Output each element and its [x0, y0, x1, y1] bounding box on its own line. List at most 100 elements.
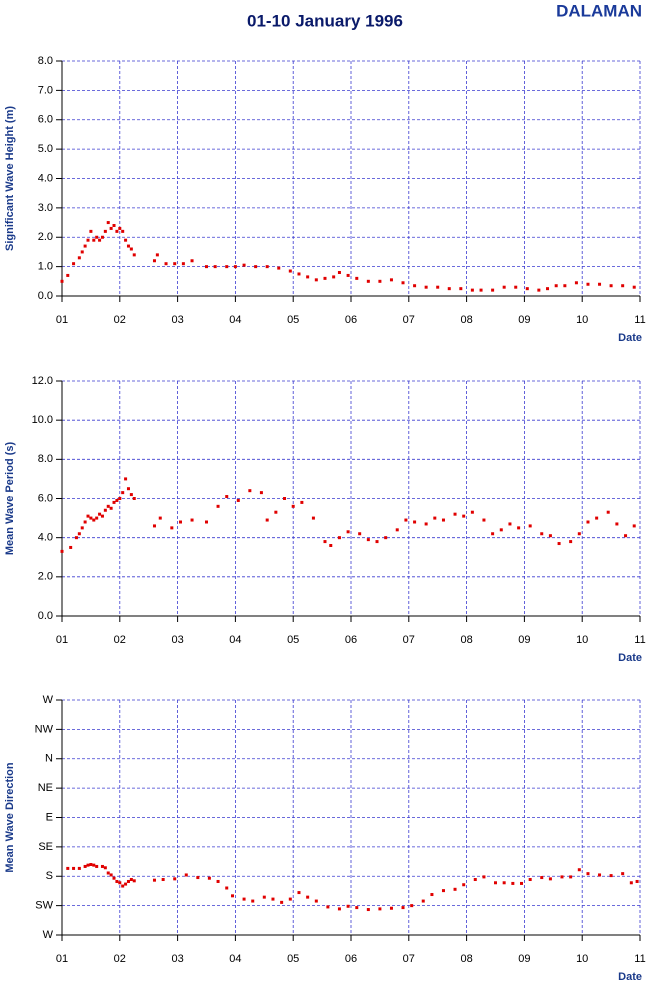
data-point [121, 229, 125, 233]
data-point [100, 235, 104, 239]
data-point [271, 897, 275, 901]
data-point [121, 491, 125, 495]
station-name: DALAMAN [556, 1, 642, 20]
data-point [280, 900, 284, 904]
y-tick-label: 6.0 [38, 492, 53, 504]
data-point [300, 500, 304, 504]
x-tick-label: 10 [576, 634, 588, 646]
data-point [126, 879, 130, 883]
data-point [389, 906, 393, 910]
data-point [112, 876, 116, 880]
y-tick-label: 2.0 [38, 571, 53, 583]
data-point [83, 244, 87, 248]
data-point [60, 279, 64, 283]
data-point [216, 504, 220, 508]
data-point [366, 908, 370, 912]
data-point [346, 273, 350, 277]
data-point [314, 278, 318, 282]
data-point [95, 864, 99, 868]
x-axis-label: Date [618, 971, 642, 983]
data-point [337, 907, 341, 911]
data-point [346, 530, 350, 534]
data-point [92, 518, 96, 522]
x-axis-label: Date [618, 332, 642, 344]
data-point [164, 262, 168, 266]
data-point [92, 238, 96, 242]
x-tick-label: 01 [56, 953, 68, 965]
data-point [265, 518, 269, 522]
data-point [225, 265, 229, 269]
data-point [537, 288, 541, 292]
data-point [274, 510, 278, 514]
data-point [121, 884, 125, 888]
data-point [297, 272, 301, 276]
x-tick-label: 08 [460, 634, 472, 646]
data-point [233, 265, 237, 269]
data-point [413, 520, 417, 524]
data-point [378, 279, 382, 283]
data-point [126, 244, 130, 248]
data-point [329, 544, 333, 547]
x-tick-label: 04 [229, 953, 241, 965]
y-tick-label: 4.0 [38, 532, 53, 544]
data-point [89, 229, 93, 233]
data-point [462, 883, 466, 887]
data-point [546, 287, 550, 291]
data-point [447, 287, 451, 291]
x-tick-label: 01 [56, 634, 68, 646]
y-axis-label: Mean Wave Period (s) [4, 442, 16, 556]
data-point [482, 875, 486, 879]
data-point [366, 279, 370, 283]
data-point [132, 253, 136, 257]
data-point [326, 905, 330, 909]
x-tick-label: 08 [460, 314, 472, 326]
y-tick-label: 7.0 [38, 84, 53, 96]
data-point [441, 889, 445, 893]
data-point [366, 538, 370, 542]
data-point [595, 516, 599, 520]
data-point [83, 864, 87, 868]
data-point [265, 265, 269, 269]
data-point [560, 875, 564, 879]
data-point [86, 238, 90, 242]
data-point [540, 876, 544, 880]
data-point [355, 276, 359, 280]
data-point [609, 874, 613, 878]
data-point [259, 491, 263, 495]
data-point [502, 881, 506, 885]
data-point [213, 265, 217, 269]
x-tick-label: 05 [287, 953, 299, 965]
data-point [86, 863, 90, 867]
y-tick-label: 5.0 [38, 143, 53, 155]
data-point [410, 904, 414, 908]
data-point [118, 881, 122, 885]
data-point [621, 872, 625, 876]
data-point [557, 542, 561, 546]
data-point [586, 520, 590, 524]
data-point [528, 878, 532, 882]
data-point [103, 866, 107, 870]
data-point [178, 520, 182, 524]
data-point [118, 226, 122, 230]
data-point [436, 285, 440, 289]
data-point [514, 285, 518, 289]
data-point [491, 288, 495, 292]
data-point [479, 288, 483, 292]
x-axis-label: Date [618, 652, 642, 664]
data-point [378, 907, 382, 911]
data-point [95, 235, 99, 239]
data-point [569, 540, 573, 544]
data-point [525, 287, 529, 291]
data-point [207, 876, 211, 880]
data-point [196, 876, 200, 880]
data-point [80, 250, 84, 254]
data-point [129, 493, 133, 497]
x-tick-label: 06 [345, 953, 357, 965]
data-point [205, 520, 208, 524]
x-tick-label: 09 [518, 634, 530, 646]
data-point [462, 514, 466, 518]
data-point [262, 895, 266, 899]
data-point [598, 282, 602, 286]
data-point [499, 528, 503, 532]
data-point [109, 226, 113, 230]
